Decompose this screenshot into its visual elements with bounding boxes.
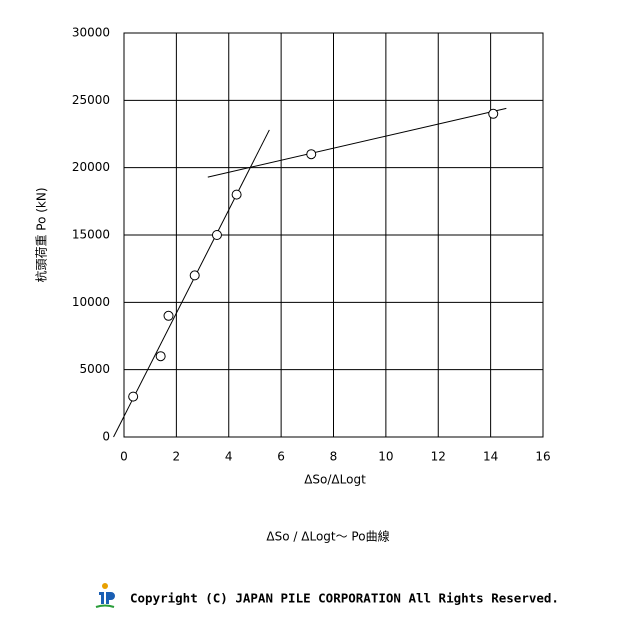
x-axis-label: ΔSo/ΔLogt [304,473,366,487]
y-tick-label: 10000 [72,295,110,309]
x-tick-label: 12 [431,450,446,464]
data-point [231,189,242,200]
copyright: Copyright (C) JAPAN PILE CORPORATION All… [130,591,559,606]
data-point [306,149,317,160]
x-tick-label: 2 [173,450,181,464]
plot-frame [123,32,544,438]
y-tick-label: 20000 [72,160,110,174]
y-tick-label: 25000 [72,93,110,107]
fit-line [113,129,270,438]
logo [95,583,115,608]
x-tick-label: 16 [535,450,550,464]
x-tick-label: 4 [225,450,233,464]
fit-line [207,107,507,178]
x-tick-label: 0 [120,450,128,464]
y-tick-label: 30000 [72,26,110,40]
x-tick-label: 14 [483,450,498,464]
data-point [155,351,166,362]
y-tick-label: 5000 [79,362,110,376]
data-point [128,391,139,402]
data-point [163,310,174,321]
data-point [211,230,222,240]
x-tick-label: 6 [277,450,285,464]
caption: ΔSo / ΔLogt～ Po曲線 [266,529,389,544]
x-tick-label: 8 [330,450,338,464]
data-point [189,270,200,281]
y-tick-label: 0 [102,430,110,444]
x-tick-label: 10 [378,450,393,464]
y-tick-label: 15000 [72,228,110,242]
data-point [488,108,499,119]
y-axis-label: 杭頭荷重 Po (kN) [34,187,49,282]
